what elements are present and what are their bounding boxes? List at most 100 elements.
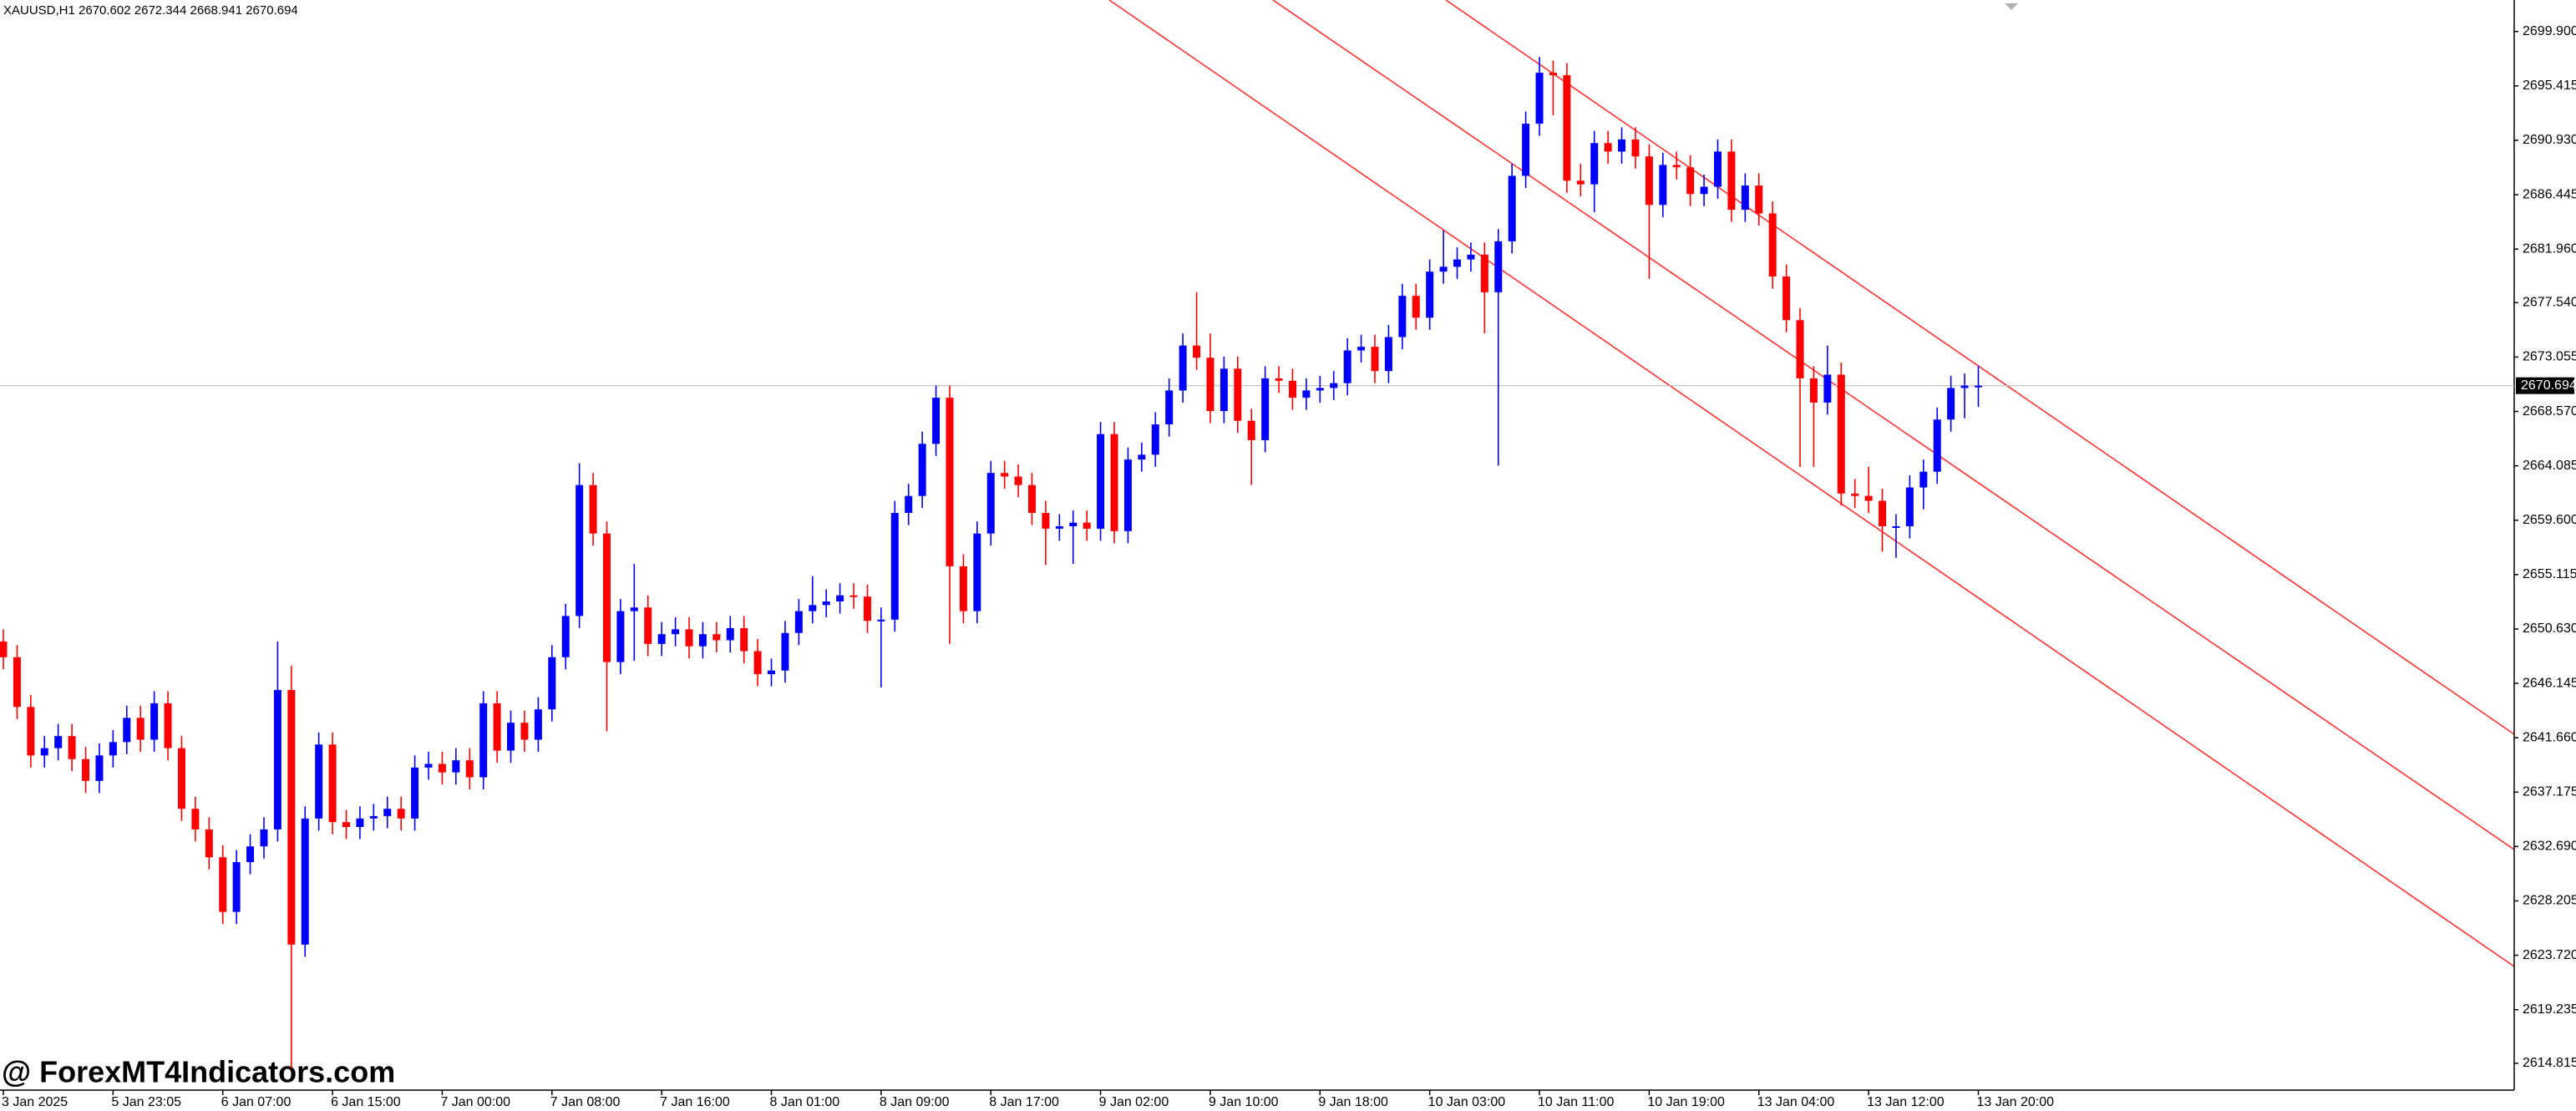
candle-body: [1604, 143, 1612, 152]
candle-body: [1439, 266, 1448, 272]
candle-body: [82, 758, 90, 781]
candle-body: [424, 763, 433, 768]
candle-body: [465, 760, 474, 778]
candle-body: [205, 829, 213, 858]
y-tick-label: 2632.690: [2523, 840, 2576, 854]
candle-body: [959, 566, 967, 611]
y-tick-label: 2668.570: [2523, 404, 2576, 419]
candle-body: [1288, 380, 1296, 398]
candle-body: [1055, 526, 1063, 529]
candle-body: [740, 627, 748, 652]
candle-body: [342, 822, 350, 827]
candle-body: [452, 760, 460, 773]
candle-body: [1645, 156, 1653, 205]
candle-body: [809, 605, 817, 611]
candle-body: [0, 641, 8, 657]
y-tick-label: 2681.960: [2523, 241, 2576, 256]
candle-body: [301, 818, 309, 945]
candle-body: [13, 657, 21, 708]
candle-body: [493, 703, 501, 751]
candle-body: [397, 809, 405, 819]
candle-body: [672, 629, 680, 635]
candle-body: [1083, 522, 1091, 529]
current-price-box: [2516, 377, 2574, 394]
candle-body: [698, 634, 707, 647]
candle-body: [40, 748, 48, 756]
candle-body: [68, 736, 76, 759]
candle-body: [794, 611, 803, 633]
candle-body: [1371, 347, 1379, 372]
y-tick-label: 2637.175: [2523, 784, 2576, 799]
candle-body: [1261, 378, 1270, 440]
candle-body: [1069, 522, 1078, 526]
candle-body: [1343, 350, 1351, 383]
candle-body: [849, 595, 858, 597]
regression-channel: [1108, 0, 2515, 967]
candle-body: [561, 616, 570, 657]
candle-body: [1974, 385, 1982, 388]
y-tick-label: 2623.720: [2523, 948, 2576, 962]
y-tick-label: 2690.930: [2523, 133, 2576, 147]
candle-body: [1028, 484, 1036, 514]
candle-body: [136, 718, 145, 740]
candle-body: [1823, 374, 1832, 403]
candle-body: [1960, 385, 1969, 388]
candle-body: [822, 601, 830, 606]
x-tick-label: 7 Jan 16:00: [660, 1095, 730, 1109]
candle-body: [946, 398, 954, 566]
candle-body: [1042, 513, 1050, 529]
candle-body: [1535, 73, 1544, 124]
candle-body: [1302, 390, 1311, 398]
candle-body: [315, 744, 323, 819]
candle-body: [438, 763, 446, 773]
x-tick-label: 10 Jan 03:00: [1428, 1095, 1506, 1109]
y-tick-label: 2641.660: [2523, 730, 2576, 744]
candle-body: [918, 444, 926, 496]
candle-body: [1618, 139, 1626, 152]
candle-body: [1110, 434, 1118, 531]
x-tick-label: 13 Jan 20:00: [1976, 1095, 2054, 1109]
y-tick-label: 2664.085: [2523, 459, 2576, 473]
candle-body: [1014, 476, 1022, 485]
candle-body: [411, 767, 419, 819]
x-tick-label: 13 Jan 12:00: [1867, 1095, 1945, 1109]
channel-lower: [1108, 0, 2515, 967]
candle-body: [273, 689, 281, 829]
candle-body: [1316, 388, 1324, 391]
y-tick-label: 2628.205: [2523, 894, 2576, 908]
candle-body: [1563, 75, 1571, 181]
candle-body: [1700, 186, 1708, 195]
candle-body: [986, 473, 995, 534]
candle-body: [27, 707, 35, 756]
candle-body: [1576, 180, 1585, 185]
y-tick-label: 2677.540: [2523, 296, 2576, 310]
candle-body: [1741, 185, 1749, 211]
candle-body: [1714, 151, 1722, 187]
candle-body: [232, 862, 241, 912]
current-price-label: 2670.694: [2521, 378, 2576, 393]
candle-body: [781, 632, 789, 671]
candle-body: [1357, 347, 1366, 351]
y-tick-label: 2673.055: [2523, 350, 2576, 364]
candle-body: [685, 629, 693, 647]
candle-body: [1522, 124, 1530, 176]
candle-body: [1220, 368, 1228, 412]
candle-body: [287, 689, 296, 945]
y-tick-label: 2699.900: [2523, 24, 2576, 38]
candle-body: [1659, 165, 1667, 205]
candle-body: [1467, 254, 1475, 260]
candle-body: [602, 533, 611, 662]
candle-body: [1151, 424, 1159, 455]
candle-body: [1247, 420, 1255, 440]
candles: [0, 57, 1982, 1068]
candle-body: [1165, 390, 1174, 425]
candle-body: [973, 533, 981, 611]
x-tick-label: 3 Jan 2025: [2, 1095, 68, 1109]
candle-body: [1837, 374, 1845, 494]
candle-body: [1508, 175, 1516, 241]
y-tick-label: 2650.630: [2523, 621, 2576, 636]
watermark: @ ForexMT4Indicators.com: [2, 1055, 395, 1089]
candle-body: [1426, 271, 1434, 318]
